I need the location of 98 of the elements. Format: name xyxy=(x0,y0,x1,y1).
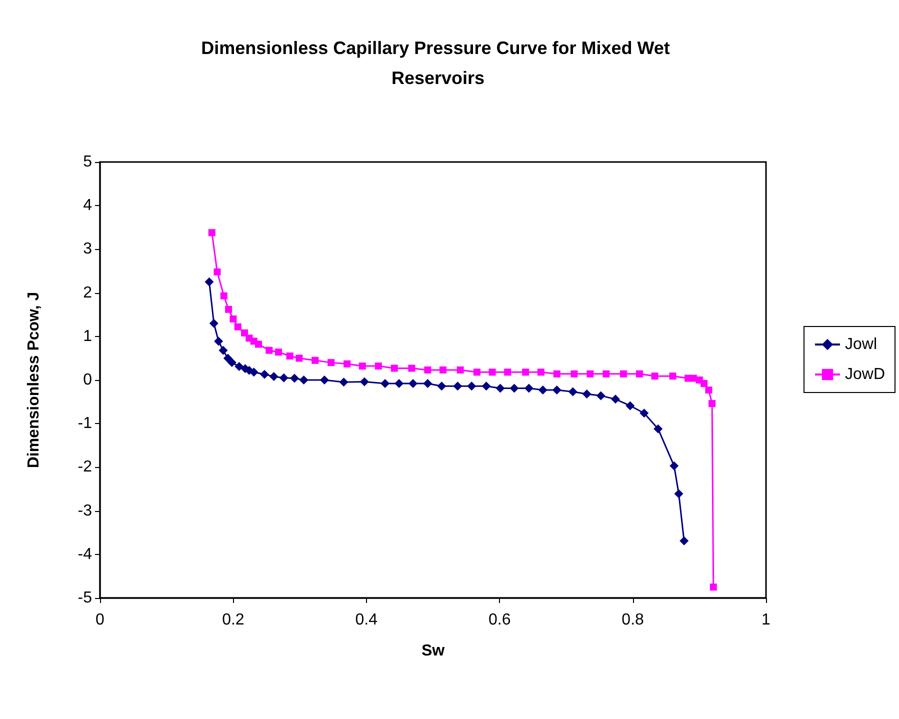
point xyxy=(214,268,221,276)
point xyxy=(394,378,404,388)
point xyxy=(596,391,606,400)
point xyxy=(266,346,273,354)
point xyxy=(408,378,418,388)
chart-title: Dimensionless Capillary Pressure Curve for Mixed Wet Reservoirs xyxy=(201,38,675,88)
point xyxy=(636,370,643,378)
point xyxy=(214,336,224,346)
x-tick-label: 0.8 xyxy=(622,612,644,628)
point xyxy=(279,373,288,382)
point xyxy=(274,348,282,356)
point xyxy=(225,306,232,313)
point xyxy=(538,386,548,395)
point xyxy=(220,292,228,300)
point xyxy=(423,378,432,388)
x-tick-label: 0.4 xyxy=(355,612,378,628)
point xyxy=(522,368,530,376)
point xyxy=(230,315,237,322)
point xyxy=(680,536,689,546)
point xyxy=(269,372,278,382)
y-tick-label: 1 xyxy=(83,328,92,345)
point xyxy=(602,370,610,378)
point xyxy=(510,384,519,393)
point xyxy=(670,461,679,470)
point xyxy=(296,354,303,362)
point xyxy=(234,362,244,371)
point xyxy=(204,277,214,286)
x-tick-label: 0.6 xyxy=(488,612,511,628)
point xyxy=(437,382,446,391)
point xyxy=(620,370,627,378)
point xyxy=(504,368,512,376)
point xyxy=(582,389,592,398)
y-tick-label: 5 xyxy=(83,154,92,170)
point xyxy=(424,366,432,374)
point xyxy=(453,382,462,391)
point xyxy=(328,359,335,366)
point xyxy=(234,323,242,330)
point xyxy=(467,382,476,391)
point xyxy=(610,394,620,404)
point xyxy=(570,370,578,378)
point xyxy=(640,408,649,418)
y-tick-label: -2 xyxy=(78,458,92,476)
point xyxy=(552,386,562,395)
point xyxy=(586,370,594,378)
point xyxy=(710,584,717,591)
point xyxy=(553,370,560,378)
point xyxy=(669,372,676,380)
x-tick-label: 0.2 xyxy=(222,612,244,628)
x-axis-title: Sw xyxy=(421,642,446,660)
point xyxy=(568,387,578,396)
point xyxy=(320,376,329,384)
point xyxy=(524,384,534,393)
point xyxy=(439,366,446,374)
point xyxy=(700,380,708,387)
point xyxy=(218,346,228,355)
point xyxy=(344,360,351,368)
point xyxy=(312,356,319,364)
point xyxy=(654,424,663,434)
y-tick-label: 2 xyxy=(83,284,92,302)
y-tick-label: -5 xyxy=(78,590,92,606)
x-tick-label: 1 xyxy=(762,612,771,628)
point xyxy=(651,372,658,380)
point xyxy=(358,362,366,370)
point xyxy=(674,489,684,498)
point xyxy=(626,401,635,410)
point xyxy=(473,368,480,376)
point xyxy=(496,384,505,393)
point xyxy=(390,364,398,372)
point xyxy=(456,366,464,374)
point xyxy=(209,318,218,328)
y-tick-label: 4 xyxy=(83,197,92,214)
point xyxy=(227,358,236,368)
point xyxy=(260,370,269,379)
point xyxy=(537,368,544,376)
point xyxy=(374,362,382,370)
point xyxy=(705,386,712,394)
y-tick-label: -1 xyxy=(78,415,92,432)
y-axis-title: Dimensionless Pcow, J xyxy=(26,292,42,468)
x-tick-label: 0 xyxy=(96,612,105,628)
legend-label: Jowl xyxy=(844,336,878,353)
point xyxy=(208,229,216,236)
point xyxy=(380,378,390,388)
y-tick-label: 0 xyxy=(83,372,92,388)
point xyxy=(299,376,308,384)
y-tick-label: -4 xyxy=(78,546,92,563)
point xyxy=(482,382,491,391)
point xyxy=(339,378,348,387)
point xyxy=(708,400,716,408)
point xyxy=(360,377,369,386)
point xyxy=(255,340,262,348)
legend-label: JowD xyxy=(844,366,886,383)
y-tick-label: 3 xyxy=(83,240,92,258)
point xyxy=(408,364,416,372)
point xyxy=(290,374,299,383)
y-tick-label: -3 xyxy=(78,502,92,520)
point xyxy=(223,354,232,363)
point xyxy=(286,352,294,360)
point xyxy=(488,368,496,376)
